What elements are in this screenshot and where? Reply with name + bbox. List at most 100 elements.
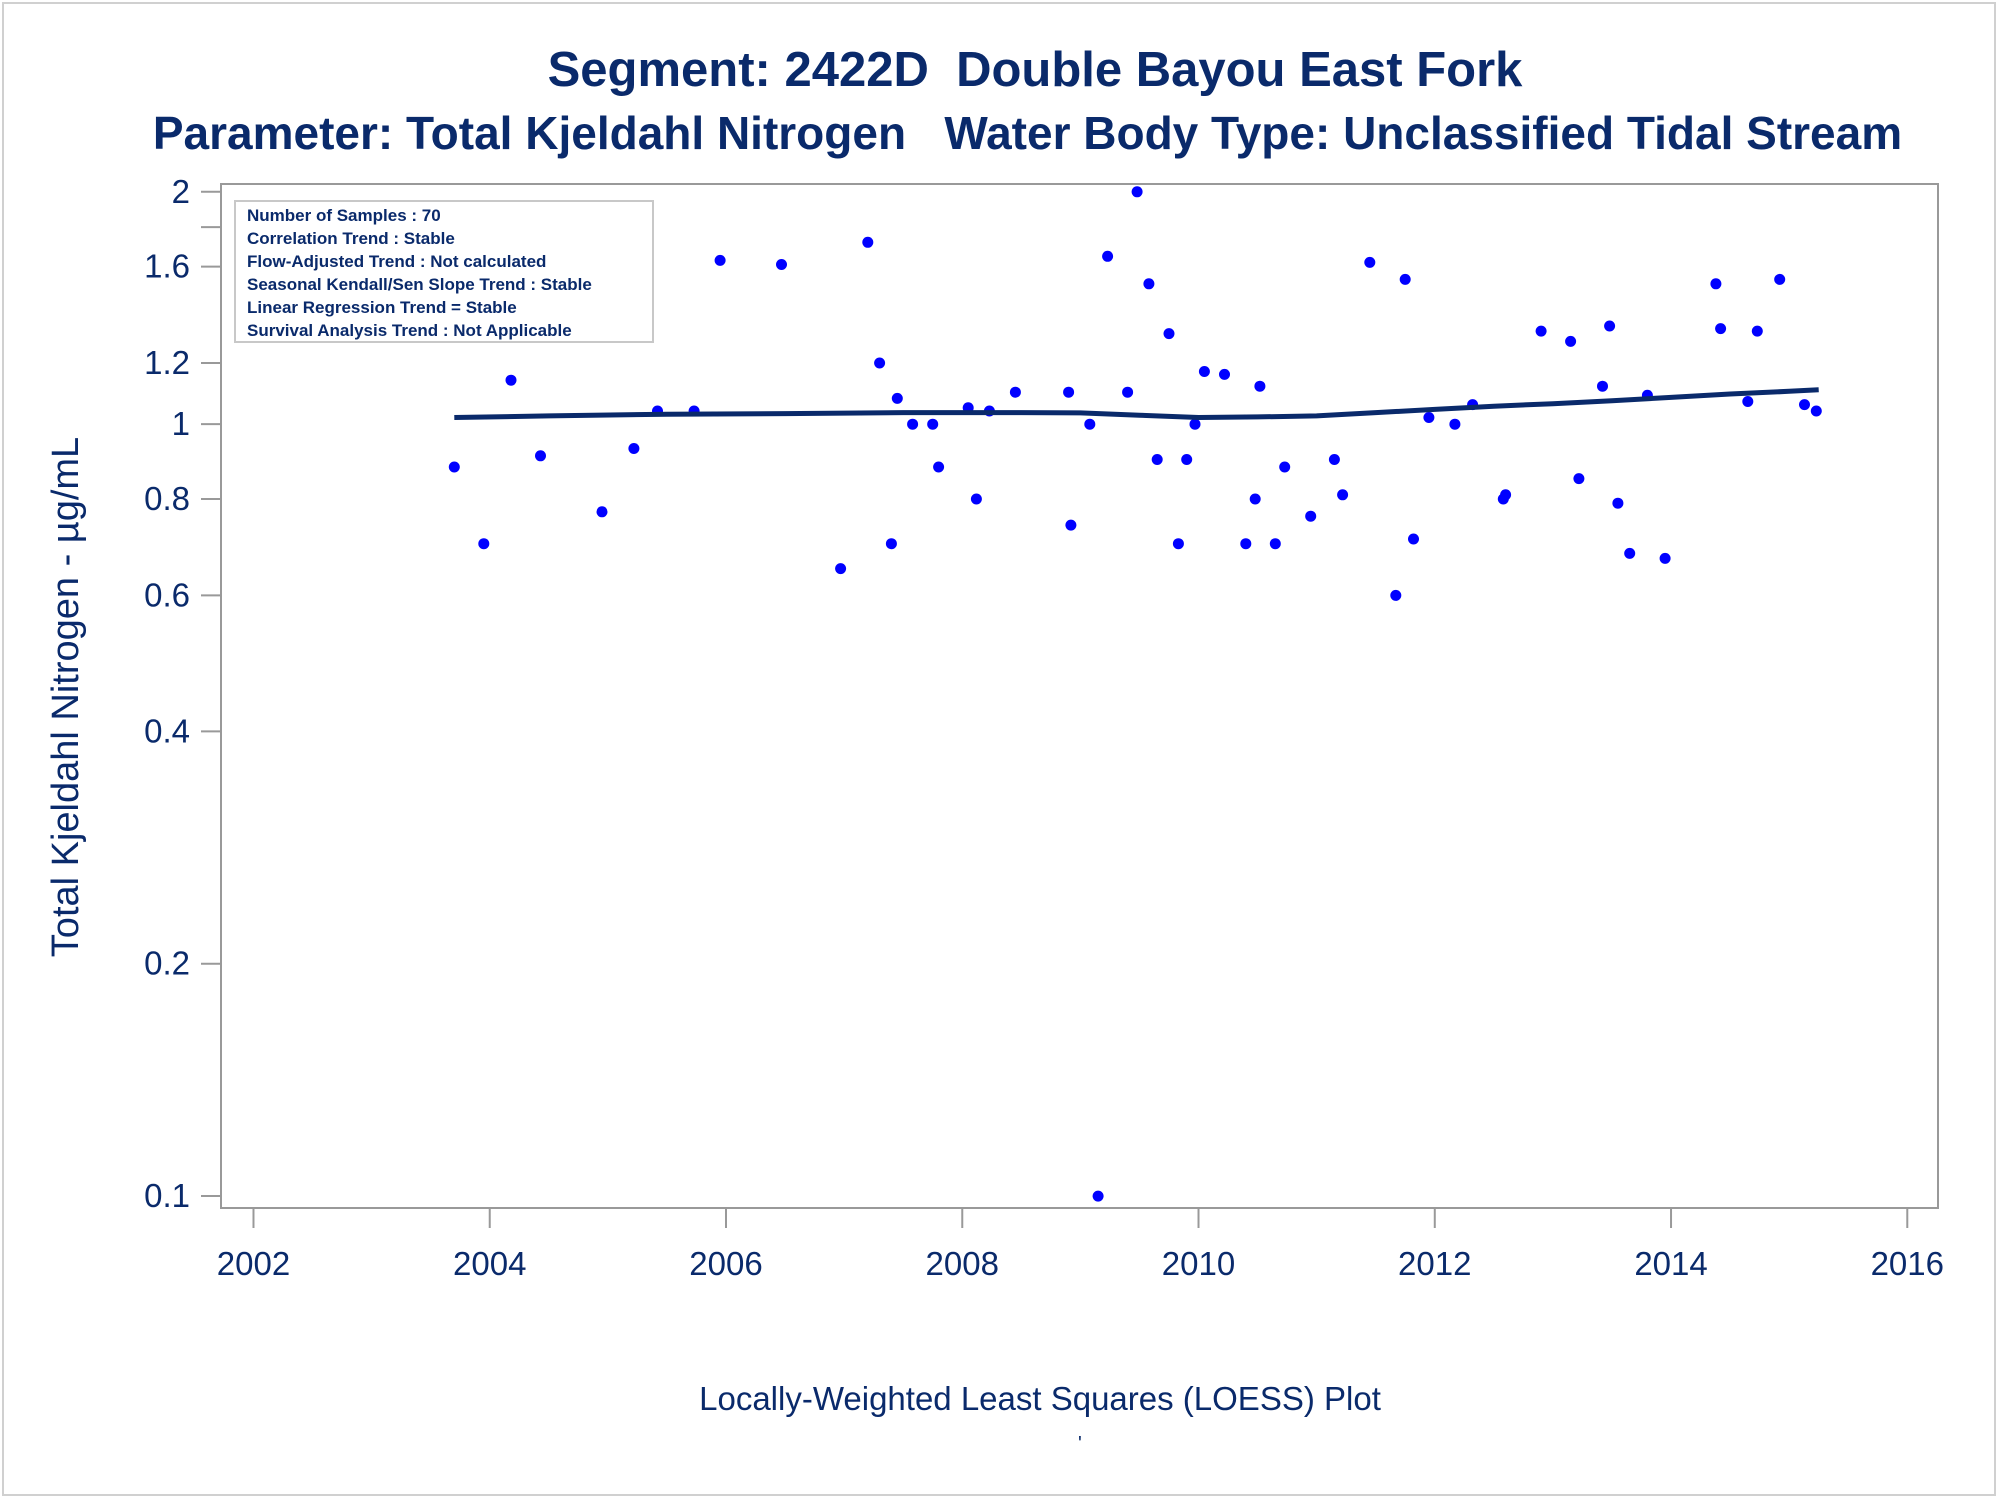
data-point — [1390, 589, 1402, 601]
y-tick-label: 2 — [172, 173, 190, 210]
data-point — [1198, 366, 1210, 377]
info-box-line: Seasonal Kendall/Sen Slope Trend : Stabl… — [247, 275, 592, 294]
data-point — [1710, 278, 1722, 290]
data-point — [835, 563, 847, 575]
data-point — [1143, 278, 1155, 290]
data-point — [1399, 273, 1411, 285]
data-point — [1604, 320, 1616, 332]
data-point — [1063, 386, 1075, 398]
data-point — [1328, 454, 1340, 465]
data-point — [933, 461, 945, 473]
data-point — [1092, 1190, 1104, 1202]
info-box-line: Flow-Adjusted Trend : Not calculated — [247, 252, 546, 271]
data-point — [1624, 547, 1636, 559]
chart-title: Segment: 2422D Double Bayou East Fork — [547, 43, 1523, 97]
y-tick-label: 1.6 — [144, 248, 190, 285]
data-point — [1219, 368, 1230, 380]
data-point — [1131, 186, 1143, 198]
data-point — [1189, 418, 1201, 430]
x-tick-label: 2004 — [453, 1245, 526, 1282]
info-box-line: Correlation Trend : Stable — [247, 229, 455, 248]
y-tick-label: 0.4 — [144, 712, 190, 749]
data-point — [1751, 325, 1763, 337]
x-tick-label: 2006 — [689, 1245, 762, 1282]
x-axis: 2002 2004 2006 2008 2010 2012 2014 2016 — [217, 1208, 1944, 1282]
data-point — [1337, 489, 1349, 501]
y-axis-label: Total Kjeldahl Nitrogen - µg/mL — [45, 437, 87, 957]
data-point — [596, 506, 608, 518]
data-point — [891, 392, 903, 404]
loess-line — [454, 387, 1819, 420]
data-point — [907, 418, 919, 430]
info-box-line: Linear Regression Trend = Stable — [247, 298, 517, 317]
data-point — [1597, 380, 1608, 392]
y-tick-label: 0.8 — [144, 480, 190, 517]
data-point — [1181, 454, 1193, 465]
data-point — [1305, 510, 1317, 522]
info-box-border — [234, 200, 654, 343]
data-point — [1279, 461, 1291, 473]
info-box-line: Survival Analysis Trend : Not Applicable — [247, 321, 572, 340]
data-point — [1565, 335, 1577, 347]
x-tick-label: 2008 — [926, 1245, 999, 1282]
footnote: Locally-Weighted Least Squares (LOESS) P… — [699, 1380, 1381, 1417]
data-point — [1449, 418, 1461, 430]
data-point — [970, 493, 982, 505]
plot-area — [220, 183, 1939, 1209]
data-point — [1742, 396, 1754, 407]
data-point — [1364, 256, 1376, 268]
plot-border — [220, 183, 1939, 1209]
info-box-line: Number of Samples : 70 — [247, 206, 441, 225]
data-point — [1535, 325, 1547, 337]
data-point — [448, 461, 460, 473]
data-point — [1122, 386, 1134, 398]
data-point — [1254, 380, 1266, 392]
data-point — [1249, 493, 1261, 505]
data-point — [1240, 538, 1252, 550]
data-point — [927, 418, 939, 430]
data-point — [505, 374, 517, 386]
y-tick-label: 0.2 — [144, 945, 190, 982]
data-point — [874, 357, 886, 369]
data-point — [885, 538, 897, 550]
data-point — [1810, 405, 1822, 417]
y-tick-label: 0.6 — [144, 576, 190, 613]
data-point — [1408, 533, 1419, 545]
data-point — [862, 236, 874, 248]
data-point — [1009, 386, 1021, 398]
chart-subtitle: Parameter: Total Kjeldahl Nitrogen Water… — [152, 107, 1903, 159]
y-tick-label: 1 — [172, 405, 190, 442]
data-point — [1084, 418, 1096, 430]
footnote-mark: ' — [1078, 1433, 1082, 1455]
y-tick-label: 0.1 — [144, 1177, 190, 1214]
x-tick-label: 2014 — [1634, 1245, 1707, 1282]
x-tick-label: 2012 — [1398, 1245, 1471, 1282]
data-point — [1065, 519, 1077, 531]
data-point — [1151, 454, 1163, 465]
data-point — [776, 259, 787, 270]
data-point — [478, 538, 490, 550]
data-point — [1163, 328, 1175, 340]
data-point — [1500, 489, 1512, 501]
y-tick-label: 1.2 — [144, 344, 190, 381]
data-point — [1659, 552, 1671, 564]
x-tick-label: 2016 — [1871, 1245, 1944, 1282]
x-tick-label: 2002 — [217, 1245, 290, 1282]
data-point — [1423, 412, 1435, 423]
info-box: Number of Samples : 70 Correlation Trend … — [234, 200, 654, 343]
data-point — [1172, 538, 1184, 550]
data-point — [714, 254, 726, 266]
data-point — [1799, 399, 1810, 411]
series-layer — [448, 186, 1822, 1202]
data-point — [1715, 323, 1727, 335]
data-point — [535, 450, 546, 462]
data-point — [1269, 538, 1281, 550]
data-point — [1573, 473, 1585, 485]
y-axis: 0.1 0.2 0.4 0.6 0.8 1 1.2 1.6 2 — [144, 173, 221, 1214]
data-point — [1612, 497, 1624, 509]
data-point — [1774, 273, 1786, 285]
data-point — [1102, 250, 1114, 262]
x-tick-label: 2010 — [1162, 1245, 1235, 1282]
data-point — [628, 443, 640, 454]
